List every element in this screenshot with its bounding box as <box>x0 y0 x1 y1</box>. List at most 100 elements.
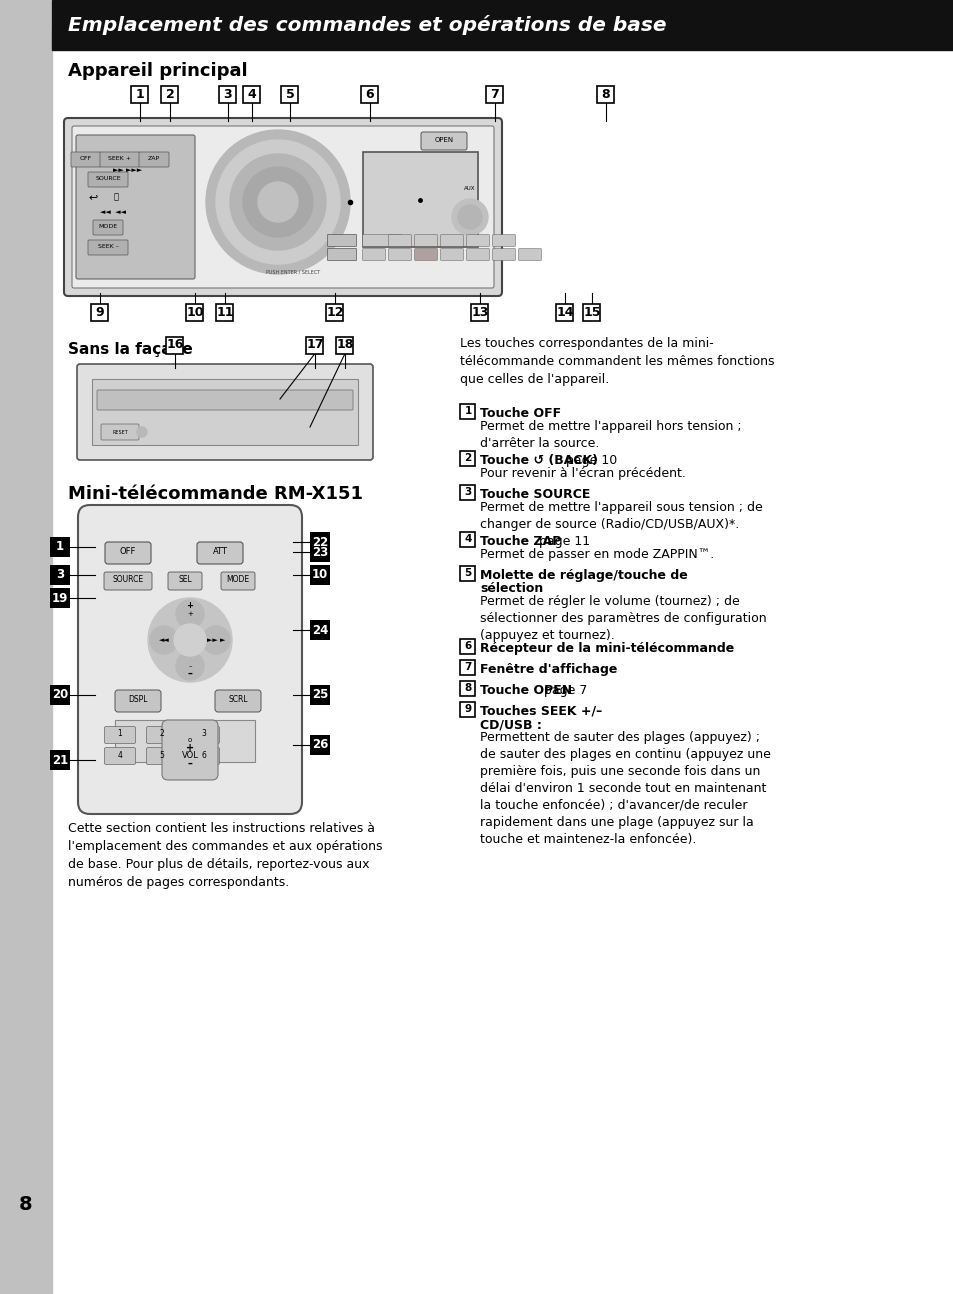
Text: DM+: DM+ <box>445 238 457 243</box>
Bar <box>50 565 70 585</box>
Circle shape <box>206 129 350 274</box>
Bar <box>219 85 236 102</box>
Text: 1: 1 <box>117 730 122 739</box>
FancyBboxPatch shape <box>415 248 436 260</box>
Text: 15: 15 <box>582 305 600 318</box>
FancyBboxPatch shape <box>105 748 135 765</box>
Text: page 11: page 11 <box>535 534 590 547</box>
FancyBboxPatch shape <box>88 239 128 255</box>
Text: 5: 5 <box>159 751 164 760</box>
Text: 4: 4 <box>450 252 453 258</box>
Bar <box>460 660 475 674</box>
FancyBboxPatch shape <box>362 234 401 246</box>
Text: VOL: VOL <box>181 752 198 761</box>
Text: 🔍: 🔍 <box>113 193 118 202</box>
Bar <box>460 532 475 546</box>
FancyBboxPatch shape <box>440 234 463 246</box>
Text: 18: 18 <box>336 339 354 352</box>
Text: 17: 17 <box>306 339 323 352</box>
Text: 6: 6 <box>201 751 206 760</box>
Text: 8: 8 <box>19 1194 32 1214</box>
FancyBboxPatch shape <box>420 132 467 150</box>
Text: 7: 7 <box>464 663 471 672</box>
Text: 2: 2 <box>166 88 174 101</box>
FancyBboxPatch shape <box>189 726 219 744</box>
Text: page 7: page 7 <box>540 685 587 697</box>
Bar <box>115 719 254 762</box>
Text: 1: 1 <box>372 252 375 258</box>
Text: CD/USB :: CD/USB : <box>479 718 541 731</box>
Text: 13: 13 <box>471 305 488 318</box>
Text: Permet de mettre l'appareil sous tension ; de
changer de source (Radio/CD/USB/AU: Permet de mettre l'appareil sous tension… <box>479 501 762 531</box>
FancyBboxPatch shape <box>388 234 411 246</box>
Bar <box>460 484 475 499</box>
Text: 8: 8 <box>464 683 471 694</box>
Text: 10: 10 <box>186 305 204 318</box>
Text: SOURCE: SOURCE <box>112 576 143 585</box>
FancyBboxPatch shape <box>101 424 139 440</box>
Bar <box>161 85 178 102</box>
FancyBboxPatch shape <box>189 748 219 765</box>
Text: Molette de réglage/touche de: Molette de réglage/touche de <box>479 569 687 582</box>
Bar <box>460 565 475 581</box>
Bar <box>310 685 330 705</box>
Text: ◄◄: ◄◄ <box>158 637 170 643</box>
Bar <box>556 304 573 321</box>
FancyBboxPatch shape <box>105 542 151 564</box>
Text: SEEK –: SEEK – <box>97 245 118 250</box>
Text: 5: 5 <box>464 568 471 578</box>
FancyBboxPatch shape <box>362 248 385 260</box>
Text: ZAP: ZAP <box>148 157 160 162</box>
Bar <box>50 587 70 608</box>
Text: 6: 6 <box>464 641 471 651</box>
Bar <box>460 404 475 418</box>
Text: Permet de régler le volume (tournez) ; de
sélectionner des paramètres de configu: Permet de régler le volume (tournez) ; d… <box>479 595 766 642</box>
Bar <box>460 681 475 695</box>
Bar <box>243 85 260 102</box>
Text: SHUF: SHUF <box>419 238 432 243</box>
Text: AF/TA: AF/TA <box>334 252 350 258</box>
Text: –: – <box>188 669 193 679</box>
Circle shape <box>243 167 313 237</box>
Text: 16: 16 <box>166 339 184 352</box>
Text: RESET: RESET <box>112 430 128 435</box>
Text: 7: 7 <box>490 88 498 101</box>
Text: 3: 3 <box>424 252 427 258</box>
FancyBboxPatch shape <box>147 726 177 744</box>
Bar <box>486 85 503 102</box>
Bar <box>0 0 52 1294</box>
Text: 19: 19 <box>51 591 68 604</box>
Text: AUX: AUX <box>464 186 476 192</box>
Text: –: – <box>188 663 192 669</box>
Bar <box>310 735 330 754</box>
Text: ◄◄  ◄◄: ◄◄ ◄◄ <box>100 210 126 215</box>
Bar <box>361 85 378 102</box>
FancyBboxPatch shape <box>196 542 243 564</box>
FancyBboxPatch shape <box>162 719 218 780</box>
Bar <box>91 304 109 321</box>
Text: Touche OPEN: Touche OPEN <box>479 685 572 697</box>
Circle shape <box>148 598 232 682</box>
Text: 4: 4 <box>248 88 256 101</box>
FancyBboxPatch shape <box>92 220 123 236</box>
Text: 3: 3 <box>56 568 64 581</box>
Text: ►► ►►►: ►► ►►► <box>113 167 142 173</box>
Bar <box>306 336 323 353</box>
Text: 3: 3 <box>201 730 206 739</box>
Bar <box>460 701 475 717</box>
Text: 2: 2 <box>398 252 401 258</box>
FancyBboxPatch shape <box>147 748 177 765</box>
Text: DSPL: DSPL <box>523 252 536 258</box>
Text: 12: 12 <box>326 305 343 318</box>
Bar <box>310 542 330 562</box>
Text: sélection: sélection <box>479 582 542 595</box>
Text: 9: 9 <box>464 704 471 714</box>
Text: ►► ►: ►► ► <box>207 637 225 643</box>
Text: Permet de passer en mode ZAPPIN™.: Permet de passer en mode ZAPPIN™. <box>479 547 714 562</box>
Text: +: + <box>186 602 193 611</box>
Bar <box>52 0 953 30</box>
FancyBboxPatch shape <box>327 234 356 246</box>
Text: 3: 3 <box>223 88 233 101</box>
FancyBboxPatch shape <box>105 726 135 744</box>
Text: Touche SOURCE: Touche SOURCE <box>479 488 590 501</box>
